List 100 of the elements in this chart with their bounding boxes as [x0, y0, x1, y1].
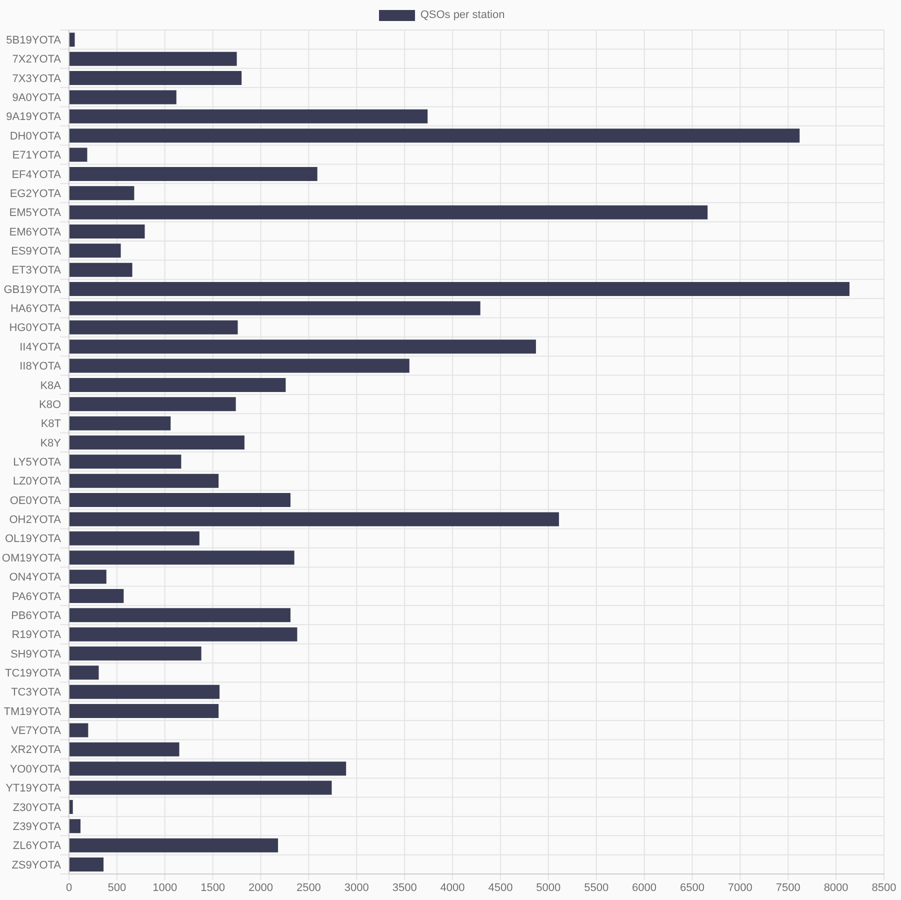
x-tick-label: 0 — [66, 882, 72, 894]
bar — [69, 90, 176, 104]
bar — [69, 186, 134, 200]
y-tick-label: TC19YOTA — [4, 667, 62, 680]
bar — [69, 531, 200, 546]
x-tick-label: 3000 — [344, 882, 369, 894]
x-tick-label: 5500 — [584, 882, 609, 894]
y-tick-label: EM6YOTA — [9, 226, 62, 238]
bar — [69, 454, 182, 469]
bar — [69, 742, 180, 756]
bar — [69, 109, 428, 124]
y-tick-label: ES9YOTA — [11, 245, 62, 258]
bar — [69, 474, 219, 488]
bar — [69, 550, 294, 565]
y-tick-label: E71YOTA — [12, 150, 62, 162]
x-tick-label: 2500 — [296, 882, 321, 894]
y-tick-label: EG2YOTA — [10, 188, 62, 200]
bar — [69, 646, 202, 661]
y-tick-label: YO0YOTA — [10, 763, 62, 776]
y-tick-label: K8Y — [40, 437, 62, 450]
bar — [69, 512, 559, 526]
y-tick-label: GB19YOTA — [4, 284, 62, 296]
bar — [69, 244, 121, 258]
bar — [69, 666, 99, 680]
x-tick-label: 8000 — [824, 882, 848, 894]
bar — [69, 762, 346, 776]
x-tick-label: 1500 — [200, 882, 226, 894]
bar — [69, 224, 145, 239]
y-tick-label: 5B19YOTA — [6, 34, 62, 46]
bar — [69, 148, 88, 162]
x-tick-label: 1000 — [152, 882, 178, 894]
bar — [69, 166, 318, 181]
bar — [69, 819, 81, 834]
bar — [69, 684, 220, 699]
legend-label: QSOs per station — [420, 9, 505, 21]
y-tick-label: OM19YOTA — [2, 552, 62, 564]
bar — [69, 282, 850, 296]
y-tick-label: 9A19YOTA — [6, 111, 62, 124]
bar — [69, 378, 286, 392]
y-tick-label: TM19YOTA — [4, 706, 62, 718]
y-tick-label: 9A0YOTA — [12, 92, 62, 104]
y-tick-label: DH0YOTA — [10, 130, 62, 142]
bar — [69, 838, 278, 852]
y-tick-label: PA6YOTA — [12, 590, 62, 603]
y-tick-label: ET3YOTA — [12, 264, 62, 277]
y-tick-label: LY5YOTA — [13, 456, 62, 468]
bar — [69, 723, 88, 738]
bar — [69, 416, 171, 430]
y-tick-label: K8A — [40, 380, 62, 392]
x-tick-label: 6500 — [680, 882, 704, 894]
y-tick-label: R19YOTA — [12, 629, 62, 642]
bar — [69, 627, 298, 642]
y-tick-label: YT19YOTA — [6, 782, 62, 795]
y-tick-label: ZS9YOTA — [12, 859, 62, 872]
y-tick-label: K8O — [38, 398, 62, 411]
x-tick-label: 7500 — [776, 882, 800, 894]
bar — [69, 52, 237, 66]
y-tick-label: ON4YOTA — [9, 572, 62, 584]
x-tick-label: 4500 — [488, 882, 513, 894]
y-tick-label: 7X3YOTA — [12, 72, 62, 85]
bar — [69, 205, 708, 220]
y-tick-label: 7X2YOTA — [12, 54, 62, 66]
x-tick-label: 6000 — [632, 882, 657, 894]
y-tick-label: OE0YOTA — [10, 494, 62, 507]
bar — [69, 128, 800, 143]
y-tick-label: VE7YOTA — [11, 725, 62, 738]
x-tick-label: 2000 — [248, 882, 274, 894]
bar — [69, 358, 410, 373]
x-tick-label: 5000 — [536, 882, 561, 894]
x-tick-label: 4000 — [440, 882, 465, 894]
y-tick-label: OH2YOTA — [9, 514, 62, 526]
y-tick-label: EF4YOTA — [12, 168, 62, 181]
y-tick-label: PB6YOTA — [11, 610, 62, 622]
y-tick-label: TC3YOTA — [11, 686, 62, 699]
y-tick-label: HG0YOTA — [9, 322, 62, 334]
y-tick-label: K8T — [40, 418, 62, 430]
x-tick-label: 8500 — [872, 882, 896, 894]
y-tick-label: LZ0YOTA — [12, 476, 62, 488]
bar — [69, 262, 132, 277]
y-tick-label: Z39YOTA — [12, 820, 62, 833]
bar — [69, 780, 332, 795]
y-tick-label: Z30YOTA — [12, 802, 62, 814]
bar — [69, 588, 124, 603]
y-tick-label: ZL6YOTA — [12, 840, 62, 852]
bar — [69, 71, 242, 86]
x-tick-label: 7000 — [728, 882, 752, 894]
y-tick-label: XR2YOTA — [10, 744, 62, 756]
y-tick-label: II8YOTA — [20, 360, 62, 373]
bar — [69, 800, 73, 814]
y-tick-label: II4YOTA — [20, 341, 62, 354]
y-tick-label: EM5YOTA — [9, 207, 62, 220]
bar — [69, 320, 238, 334]
bar — [69, 570, 106, 584]
bar — [69, 704, 219, 718]
y-tick-label: OL19YOTA — [4, 533, 62, 546]
bar — [69, 436, 244, 450]
bar — [69, 608, 290, 622]
bar — [69, 32, 75, 47]
x-tick-label: 3500 — [392, 882, 417, 894]
y-tick-label: SH9YOTA — [10, 648, 62, 660]
